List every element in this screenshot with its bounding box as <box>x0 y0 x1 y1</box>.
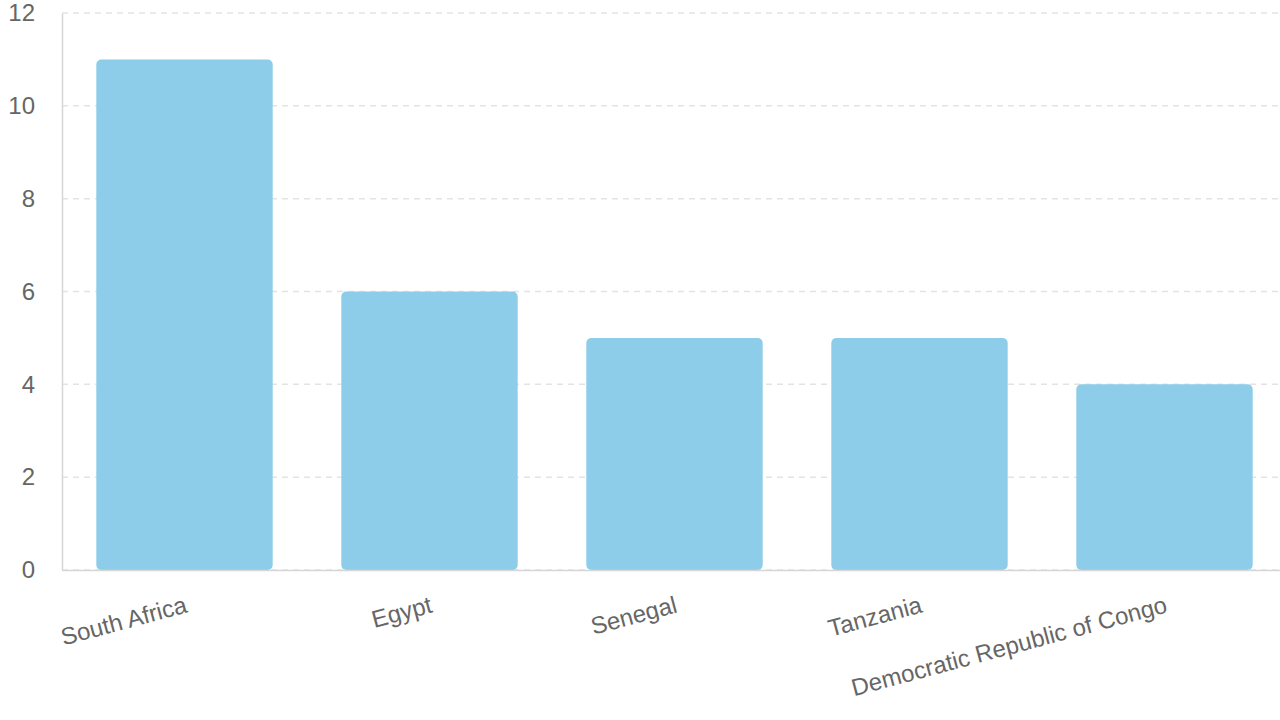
tick-label: 8 <box>22 185 35 212</box>
tick: 2 <box>22 463 62 490</box>
tick-label: 10 <box>8 92 35 119</box>
tick: 10 <box>8 92 62 119</box>
bar <box>96 59 272 570</box>
grid <box>62 13 1280 570</box>
bar <box>586 338 762 570</box>
bar <box>831 338 1007 570</box>
bar <box>1076 384 1252 570</box>
tick-label: 4 <box>22 371 35 398</box>
tick-label: Egypt <box>369 591 436 633</box>
tick: 12 <box>8 0 62 26</box>
tick-label: 6 <box>22 278 35 305</box>
x-axis: South Africa Egypt Senegal TanzaniaDemocrat… <box>58 570 1280 701</box>
axis-line <box>63 570 1280 572</box>
chart: 0 2 4 6 8 10 12 South Africa Egypt Senegal Tanzani… <box>0 0 1280 720</box>
tick-label: 12 <box>8 0 35 26</box>
tick: Democratic Republic of Congo <box>848 570 1169 701</box>
grid-line <box>62 12 1280 14</box>
tick-label: 0 <box>22 556 35 583</box>
tick: 4 <box>22 371 62 398</box>
tick: Egypt <box>369 570 436 633</box>
tick: 0 <box>22 556 62 583</box>
tick-label: Tanzania <box>825 591 925 642</box>
tick: 6 <box>22 278 62 305</box>
tick: Senegal <box>588 570 680 640</box>
axis-line <box>62 14 64 571</box>
tick-label: 2 <box>22 463 35 490</box>
bar <box>341 292 517 571</box>
tick-label: South Africa <box>58 591 191 651</box>
bars <box>96 59 1252 570</box>
tick: 8 <box>22 185 62 212</box>
tick: South Africa <box>58 570 191 650</box>
tick-label: Senegal <box>588 591 680 640</box>
tick: Tanzania <box>825 570 925 642</box>
tick-label: Democratic Republic of Congo <box>848 591 1169 701</box>
y-axis: 0 2 4 6 8 10 12 <box>8 0 62 583</box>
